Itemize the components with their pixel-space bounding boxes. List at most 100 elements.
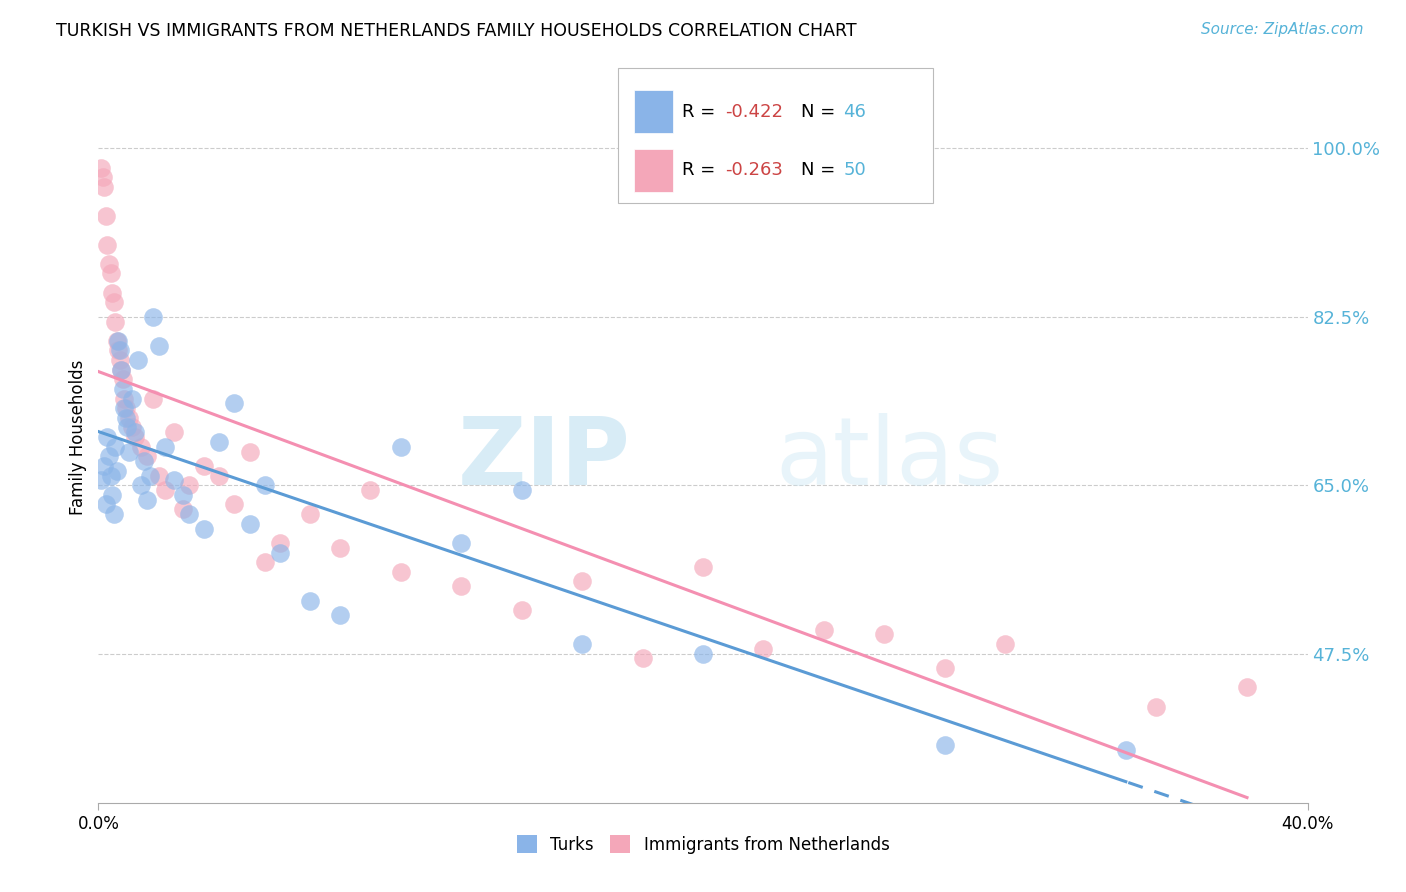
Y-axis label: Family Households: Family Households	[69, 359, 87, 515]
Point	[752, 641, 775, 656]
Text: -0.422: -0.422	[724, 103, 783, 120]
Point	[112, 401, 135, 416]
Point	[299, 507, 322, 521]
Point	[103, 507, 125, 521]
Point	[389, 565, 412, 579]
Text: TURKISH VS IMMIGRANTS FROM NETHERLANDS FAMILY HOUSEHOLDS CORRELATION CHART: TURKISH VS IMMIGRANTS FROM NETHERLANDS F…	[56, 22, 856, 40]
Point	[269, 545, 291, 559]
Point	[934, 738, 956, 752]
Point	[179, 478, 201, 492]
Point	[118, 444, 141, 458]
Point	[98, 257, 121, 271]
Point	[692, 647, 714, 661]
Point	[148, 339, 170, 353]
Point	[148, 468, 170, 483]
Point	[108, 343, 131, 358]
Legend: Turks, Immigrants from Netherlands: Turks, Immigrants from Netherlands	[510, 829, 896, 860]
Text: R =: R =	[682, 103, 721, 120]
Point	[110, 362, 132, 376]
Point	[118, 410, 141, 425]
Point	[813, 623, 835, 637]
Point	[101, 285, 124, 300]
Point	[103, 295, 125, 310]
Text: R =: R =	[682, 161, 721, 179]
Point	[127, 353, 149, 368]
Point	[329, 541, 352, 555]
Point	[193, 521, 215, 535]
Text: 46: 46	[844, 103, 866, 120]
Point	[129, 440, 152, 454]
Text: N =: N =	[801, 103, 841, 120]
Point	[101, 488, 124, 502]
Point	[124, 430, 146, 444]
Point	[112, 392, 135, 406]
Point	[104, 440, 127, 454]
Point	[994, 637, 1017, 651]
Point	[253, 478, 276, 492]
Point	[96, 430, 118, 444]
Point	[450, 536, 472, 550]
FancyBboxPatch shape	[634, 149, 672, 192]
Text: 50: 50	[844, 161, 866, 179]
Point	[115, 420, 138, 434]
Point	[91, 170, 114, 185]
Point	[1236, 681, 1258, 695]
Point	[692, 560, 714, 574]
Point	[510, 603, 533, 617]
Point	[96, 237, 118, 252]
Point	[142, 392, 165, 406]
Point	[107, 334, 129, 348]
Point	[1146, 699, 1168, 714]
Point	[100, 267, 122, 281]
Text: -0.263: -0.263	[724, 161, 783, 179]
Point	[104, 315, 127, 329]
FancyBboxPatch shape	[619, 68, 932, 203]
Point	[90, 474, 112, 488]
Point	[94, 498, 117, 512]
Point	[153, 483, 176, 497]
Point	[224, 498, 246, 512]
Text: ZIP: ZIP	[457, 413, 630, 505]
Point	[121, 420, 143, 434]
FancyBboxPatch shape	[634, 90, 672, 133]
Point	[450, 579, 472, 593]
Point	[253, 555, 276, 569]
Point	[329, 608, 352, 623]
Point	[269, 536, 291, 550]
Point	[208, 468, 231, 483]
Point	[121, 392, 143, 406]
Point	[124, 425, 146, 440]
Point	[571, 574, 593, 589]
Point	[110, 362, 132, 376]
Text: Source: ZipAtlas.com: Source: ZipAtlas.com	[1201, 22, 1364, 37]
Point	[98, 450, 121, 464]
Point	[132, 454, 155, 468]
Point	[934, 661, 956, 675]
Point	[93, 458, 115, 473]
Point	[114, 410, 136, 425]
Point	[135, 450, 157, 464]
Point	[873, 627, 896, 641]
Point	[172, 502, 194, 516]
Point	[299, 593, 322, 607]
Point	[129, 478, 152, 492]
Point	[135, 492, 157, 507]
Point	[114, 401, 136, 416]
Point	[108, 353, 131, 368]
Point	[105, 334, 128, 348]
Point	[172, 488, 194, 502]
Point	[389, 440, 412, 454]
Point	[193, 458, 215, 473]
Point	[208, 434, 231, 449]
Point	[93, 179, 115, 194]
Point	[142, 310, 165, 324]
Point	[90, 161, 112, 175]
Point	[153, 440, 176, 454]
Point	[111, 382, 134, 396]
Point	[107, 343, 129, 358]
Point	[100, 468, 122, 483]
Point	[111, 372, 134, 386]
Point	[510, 483, 533, 497]
Point	[163, 474, 186, 488]
Point	[139, 468, 162, 483]
